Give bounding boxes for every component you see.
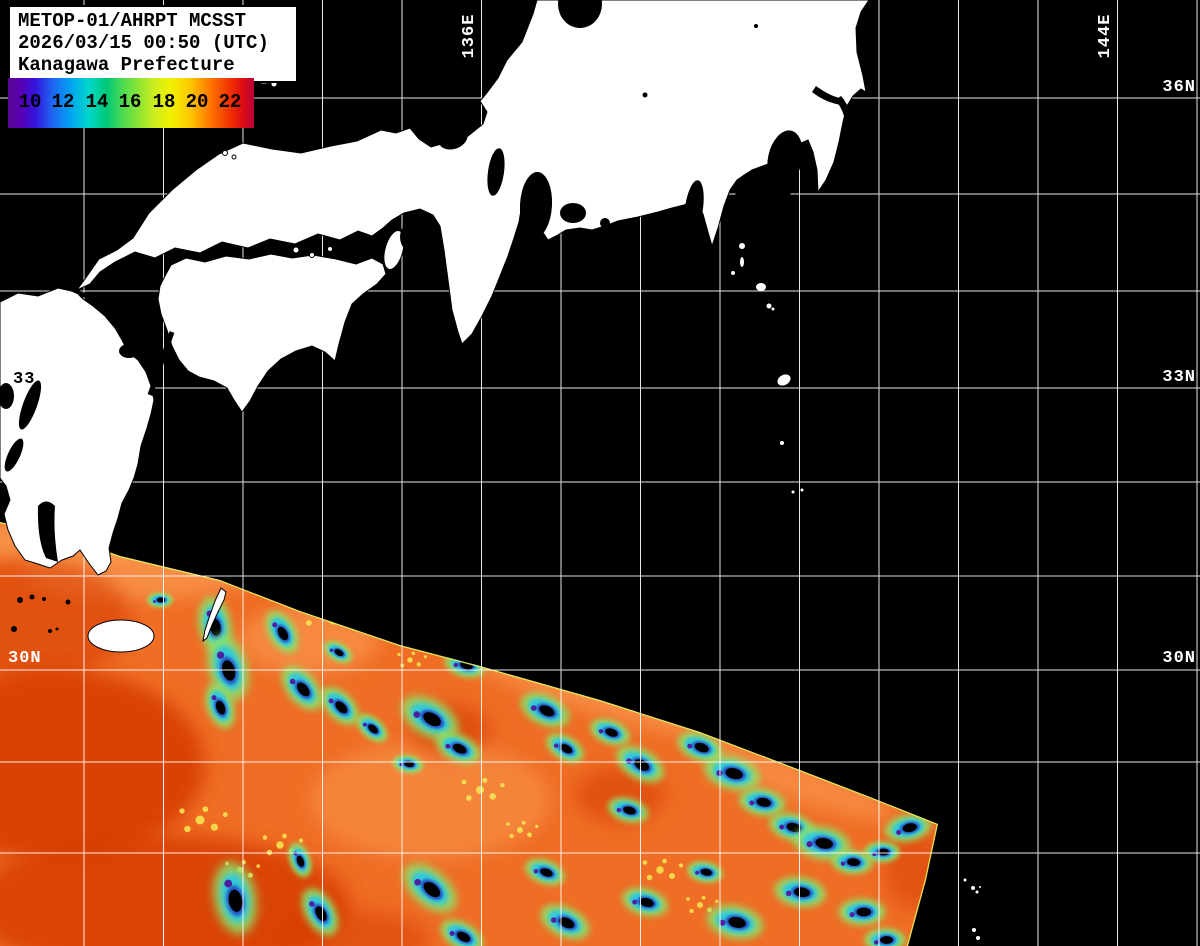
ise-bay xyxy=(519,172,553,238)
product-name: METOP-01/AHRPT MCSST xyxy=(18,10,247,32)
southern-islands xyxy=(11,243,981,940)
kagoshima-bay xyxy=(37,501,58,562)
colorbar-tick: 18 xyxy=(152,91,176,113)
beppu-bay xyxy=(119,344,139,358)
kanmon-strait xyxy=(63,284,99,303)
toyama-bay xyxy=(558,0,602,28)
small-islets xyxy=(11,594,71,633)
lake-hamana xyxy=(600,218,610,228)
colorbar-tick: 14 xyxy=(85,91,109,113)
kyushu xyxy=(0,287,155,576)
colorbar-tick: 16 xyxy=(118,91,142,113)
colorbar-tick: 10 xyxy=(18,91,42,113)
product-region: Kanagawa Prefecture xyxy=(18,54,235,76)
temperature-colorbar: 10 12 14 16 18 20 22 xyxy=(8,78,254,128)
title-box: METOP-01/AHRPT MCSST 2026/03/15 00:50 (U… xyxy=(8,5,298,83)
tanegashima-island xyxy=(202,587,227,643)
yakushima-island xyxy=(87,619,155,653)
latitude-label-30n-right: 30N xyxy=(1162,649,1196,668)
latitude-label-36n-right: 36N xyxy=(1162,78,1196,97)
mikawa-bay xyxy=(560,203,586,223)
latitude-label-33n-right: 33N xyxy=(1162,368,1196,387)
product-datetime: 2026/03/15 00:50 (UTC) xyxy=(18,32,269,54)
longitude-label-136e: 136E xyxy=(460,13,479,59)
outer-sea-islets xyxy=(963,878,981,940)
suruga-bay xyxy=(684,180,704,236)
awaji-island xyxy=(383,230,405,270)
tokyo-bay xyxy=(767,130,803,188)
ariake-sea xyxy=(18,380,42,430)
izu-islands xyxy=(731,243,804,494)
colorbar-tick: 12 xyxy=(51,91,75,113)
colorbar-tick: 20 xyxy=(185,91,209,113)
lake-biwa xyxy=(487,148,505,196)
longitude-label-144e: 144E xyxy=(1096,13,1115,59)
latitude-label-30n-left: 30N xyxy=(8,649,42,668)
bays-and-lakes xyxy=(0,0,850,562)
landmass xyxy=(0,0,870,576)
colorbar-tick: 22 xyxy=(218,91,242,113)
osaka-bay xyxy=(400,219,434,255)
lake-suwa xyxy=(642,92,648,98)
wakasa-bay xyxy=(438,126,468,150)
latitude-label-33-left: 33 xyxy=(13,370,36,389)
shikoku xyxy=(157,253,387,413)
bungo-channel xyxy=(147,331,175,396)
